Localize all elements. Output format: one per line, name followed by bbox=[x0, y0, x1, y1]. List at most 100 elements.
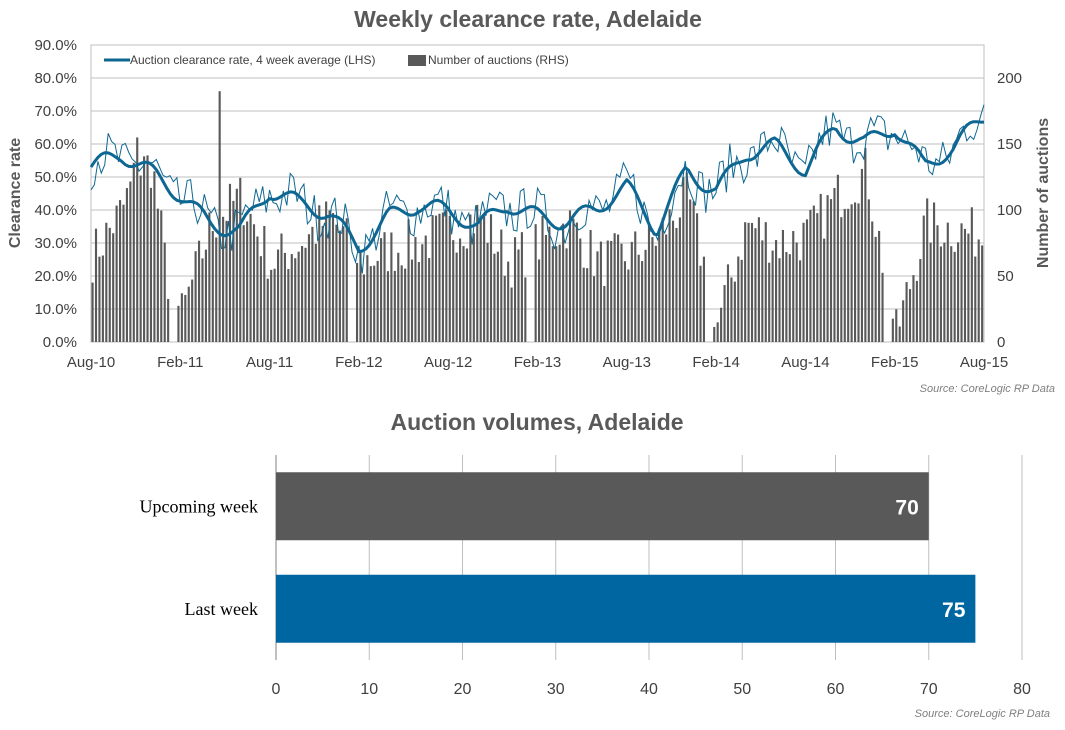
top-right-tick-label: 0 bbox=[997, 334, 1005, 351]
auction-count-bar bbox=[665, 234, 668, 342]
auction-count-bar bbox=[661, 217, 664, 342]
auction-count-bar bbox=[802, 222, 805, 342]
auction-count-bar bbox=[472, 233, 475, 342]
auction-count-bar bbox=[685, 172, 688, 342]
auction-count-bar bbox=[775, 240, 778, 342]
auction-count-bar bbox=[644, 249, 647, 342]
bottom-x-tick-label: 80 bbox=[1013, 681, 1031, 698]
auction-count-bar bbox=[524, 277, 527, 342]
auction-count-bar bbox=[115, 205, 118, 342]
auction-count-bar bbox=[304, 247, 307, 342]
auction-count-bar bbox=[294, 258, 297, 342]
auction-count-bar bbox=[194, 251, 197, 342]
auction-count-bar bbox=[541, 215, 544, 342]
top-x-tick-label: Aug-13 bbox=[603, 354, 651, 371]
top-left-tick-label: 50.0% bbox=[34, 169, 77, 186]
auction-count-bar bbox=[874, 236, 877, 342]
top-x-tick-label: Feb-14 bbox=[692, 354, 740, 371]
auction-count-bar bbox=[692, 201, 695, 342]
auction-count-bar bbox=[149, 187, 153, 342]
bottom-x-axis-ticks: 0 10 20 30 40 50 60 70 80 bbox=[272, 681, 1031, 698]
top-x-tick-label: Aug-11 bbox=[246, 354, 293, 371]
auction-count-bar bbox=[610, 240, 613, 342]
auction-count-bar bbox=[878, 230, 881, 342]
auction-count-bar bbox=[847, 208, 850, 342]
auction-count-bar bbox=[840, 217, 843, 342]
auction-count-bar bbox=[431, 215, 434, 342]
auction-count-bar bbox=[823, 238, 826, 342]
auction-count-bar bbox=[273, 268, 276, 342]
auction-count-bar bbox=[630, 241, 633, 342]
auction-count-bar bbox=[280, 233, 283, 342]
top-x-tick-label: Aug-12 bbox=[424, 354, 472, 371]
auction-count-bar bbox=[263, 225, 266, 342]
auction-count-bar bbox=[891, 318, 894, 342]
auction-count-bar bbox=[747, 222, 750, 342]
auction-count-bar bbox=[397, 252, 400, 342]
top-right-tick-label: 150 bbox=[997, 136, 1022, 153]
auction-count-bar bbox=[744, 222, 747, 342]
top-left-tick-label: 90.0% bbox=[34, 37, 77, 54]
auction-count-bar bbox=[376, 260, 379, 342]
auction-count-bar bbox=[325, 201, 328, 342]
auction-count-bar bbox=[929, 242, 932, 342]
auction-count-bar bbox=[177, 305, 180, 342]
auction-count-bar bbox=[730, 277, 733, 342]
auction-count-bar bbox=[826, 195, 829, 342]
bottom-category-labels: Upcoming week Last week bbox=[140, 496, 258, 619]
auction-count-bar bbox=[301, 246, 304, 342]
auction-count-bar bbox=[249, 213, 252, 342]
auction-count-bar bbox=[816, 213, 819, 342]
auction-count-bar bbox=[493, 253, 496, 342]
auction-count-bar bbox=[788, 254, 791, 342]
auction-count-bar bbox=[105, 222, 108, 342]
auction-count-bar bbox=[445, 209, 448, 342]
auction-count-bar bbox=[380, 238, 383, 342]
auction-count-bar bbox=[720, 307, 723, 342]
top-right-axis-label: Number of auctions bbox=[1035, 118, 1052, 268]
auction-count-bar bbox=[112, 233, 115, 342]
auction-count-bar bbox=[342, 226, 345, 342]
top-source-note: Source: CoreLogic RP Data bbox=[920, 383, 1055, 395]
auction-count-bar bbox=[592, 276, 596, 342]
auction-count-bar bbox=[441, 212, 444, 342]
top-x-tick-label: Feb-15 bbox=[871, 354, 919, 371]
auction-count-bar bbox=[757, 217, 760, 342]
auction-count-bar bbox=[108, 227, 111, 342]
auction-count-bar bbox=[459, 238, 462, 342]
top-x-tick-label: Feb-12 bbox=[335, 354, 383, 371]
auction-count-bar bbox=[696, 213, 699, 342]
auction-count-bar bbox=[634, 231, 637, 342]
auction-count-bar bbox=[414, 237, 417, 342]
auction-count-bar bbox=[699, 265, 702, 342]
auction-count-bar bbox=[410, 259, 414, 342]
auction-count-bar bbox=[675, 227, 678, 342]
auction-count-bar bbox=[936, 225, 939, 342]
auction-count-bar bbox=[167, 298, 170, 342]
auction-count-bar bbox=[393, 270, 396, 342]
auction-count-bar bbox=[479, 218, 482, 342]
auction-count-bar bbox=[668, 209, 671, 342]
bottom-x-tick-label: 10 bbox=[360, 681, 378, 698]
auction-count-bar bbox=[647, 222, 651, 342]
auction-count-bar bbox=[407, 219, 410, 342]
auction-count-bar bbox=[328, 210, 331, 342]
top-left-tick-label: 20.0% bbox=[34, 268, 77, 285]
auction-count-bar bbox=[222, 216, 225, 342]
auction-count-bar bbox=[184, 294, 187, 342]
auction-count-bar bbox=[723, 285, 726, 342]
auction-count-bar bbox=[476, 204, 479, 342]
auction-count-bar bbox=[627, 269, 630, 342]
auction-count-bar bbox=[125, 188, 128, 342]
legend-bar-label: Number of auctions (RHS) bbox=[428, 53, 569, 67]
auction-count-bar bbox=[654, 245, 657, 342]
auction-count-bar bbox=[682, 177, 685, 342]
auction-count-bar bbox=[373, 265, 376, 342]
auction-count-bar bbox=[297, 251, 300, 342]
auction-count-bar bbox=[850, 204, 853, 342]
auction-count-bar bbox=[939, 246, 942, 342]
auction-count-bar bbox=[208, 212, 211, 342]
auction-count-bar bbox=[764, 222, 767, 342]
top-legend: Auction clearance rate, 4 week average (… bbox=[104, 53, 569, 67]
